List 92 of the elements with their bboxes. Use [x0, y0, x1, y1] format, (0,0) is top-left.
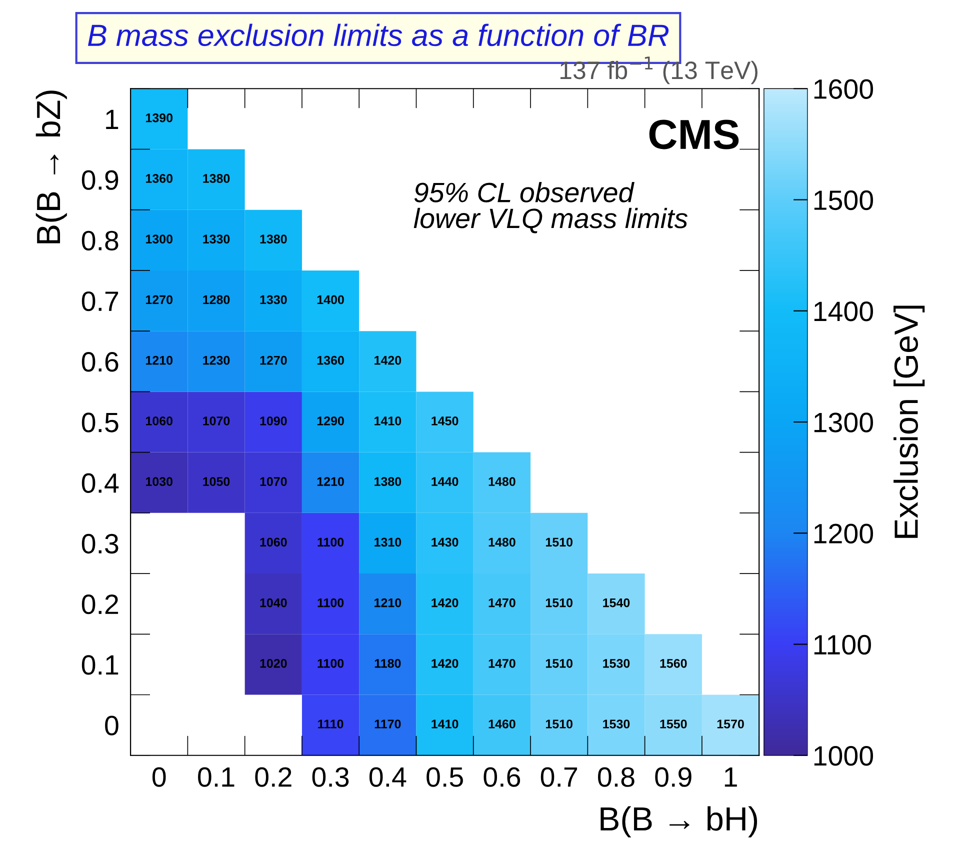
data-label: 1210 — [146, 356, 173, 365]
data-label: 1550 — [660, 720, 687, 728]
y-tick-label: 0.9 — [82, 170, 118, 190]
y-axis-title: B(B → bZ) — [36, 90, 67, 244]
data-label: 1270 — [146, 295, 173, 304]
data-label: 1420 — [374, 356, 402, 365]
data-label: 1390 — [146, 113, 173, 122]
annotation: 95% CL observed lower VLQ mass limits — [414, 182, 688, 234]
x-tick-label: 0 — [152, 767, 166, 787]
data-label: 1380 — [374, 477, 402, 486]
data-label: 1480 — [488, 538, 516, 547]
color-bar-label: 1600 — [814, 79, 874, 99]
x-tick-label: 0.8 — [598, 767, 634, 787]
data-label: 1360 — [317, 356, 344, 365]
data-label: 1560 — [660, 658, 687, 668]
x-tick-label: 0.6 — [484, 767, 520, 787]
data-label: 1530 — [603, 658, 630, 668]
data-label: 1050 — [203, 477, 230, 486]
data-label: 1310 — [374, 538, 402, 547]
data-label: 1020 — [260, 658, 287, 668]
data-label: 1510 — [546, 658, 572, 668]
y-tick-label: 0.8 — [82, 230, 118, 250]
x-tick-label: 0.5 — [426, 767, 463, 787]
data-label: 1100 — [318, 658, 344, 668]
data-label: 1210 — [374, 598, 402, 608]
x-tick-label: 0.4 — [369, 767, 406, 787]
data-label: 1070 — [203, 416, 230, 426]
data-label: 1460 — [488, 720, 516, 728]
data-label: 1510 — [546, 598, 572, 608]
x-tick-label: 0.2 — [255, 767, 292, 787]
chart-title: B mass exclusion limits as a function of BR — [88, 24, 669, 46]
y-tick-label: 0.3 — [82, 534, 118, 554]
data-label: 1110 — [318, 720, 344, 728]
color-bar-title: Exclusion [GeV] — [894, 306, 925, 538]
data-label: 1420 — [432, 658, 458, 668]
data-label: 1380 — [260, 234, 287, 244]
data-label: 1060 — [260, 538, 287, 547]
data-label: 1380 — [203, 174, 230, 183]
data-label: 1170 — [374, 720, 401, 728]
y-tick-label: 0.1 — [82, 655, 118, 675]
y-tick-label: 0.6 — [82, 352, 118, 372]
data-label: 1530 — [603, 720, 630, 728]
data-label: 1440 — [432, 477, 458, 486]
data-label: 1430 — [432, 538, 458, 547]
data-label: 1290 — [317, 416, 344, 426]
color-bar-label: 1300 — [814, 412, 874, 432]
data-label: 1300 — [146, 234, 173, 244]
data-label: 1510 — [546, 538, 572, 547]
data-label: 1360 — [146, 174, 173, 183]
x-tick-label: 1 — [724, 768, 737, 787]
data-label: 1400 — [317, 295, 344, 304]
data-label: 1040 — [260, 598, 287, 608]
data-label: 1180 — [374, 658, 401, 668]
data-label: 1480 — [488, 477, 516, 486]
data-label: 1470 — [488, 658, 516, 668]
x-tick-label: 0.3 — [312, 767, 349, 787]
x-tick-label: 0.9 — [655, 767, 692, 787]
data-label: 1030 — [146, 477, 173, 486]
data-label: 1410 — [432, 720, 458, 728]
x-axis-title: B(B → bH) — [600, 806, 758, 838]
data-label: 1280 — [203, 295, 230, 304]
data-label: 1420 — [432, 598, 458, 608]
data-label: 1210 — [317, 477, 344, 486]
data-label: 1410 — [374, 416, 402, 426]
data-label: 1330 — [260, 295, 287, 304]
y-tick-label: 0.4 — [82, 473, 119, 493]
data-label: 1100 — [318, 538, 344, 547]
y-tick-label: 1 — [106, 110, 118, 129]
data-label: 1270 — [260, 356, 287, 365]
x-tick-label: 0.7 — [540, 767, 578, 787]
annotation: CMS — [649, 120, 739, 150]
data-label: 1090 — [260, 416, 287, 426]
data-label: 1230 — [203, 356, 230, 365]
data-label: 1070 — [260, 477, 287, 486]
data-label: 1450 — [432, 416, 458, 426]
data-label: 1510 — [546, 720, 572, 728]
color-bar-label: 1400 — [814, 302, 874, 322]
data-label: 1470 — [488, 598, 516, 608]
data-label: 1330 — [203, 234, 230, 244]
y-tick-label: 0 — [105, 716, 118, 736]
data-label: 1060 — [146, 416, 173, 426]
data-label: 1100 — [318, 598, 344, 608]
data-label: 1570 — [717, 720, 744, 728]
color-bar-label: 1000 — [814, 746, 874, 766]
color-bar-label: 1200 — [814, 524, 874, 544]
y-tick-label: 0.7 — [82, 291, 118, 312]
color-bar-label: 1500 — [814, 190, 874, 210]
y-tick-label: 0.5 — [82, 412, 118, 432]
y-tick-label: 0.2 — [82, 594, 118, 614]
x-tick-label: 0.1 — [198, 767, 234, 787]
color-bar-label: 1100 — [814, 634, 871, 655]
data-label: 1540 — [603, 598, 630, 608]
